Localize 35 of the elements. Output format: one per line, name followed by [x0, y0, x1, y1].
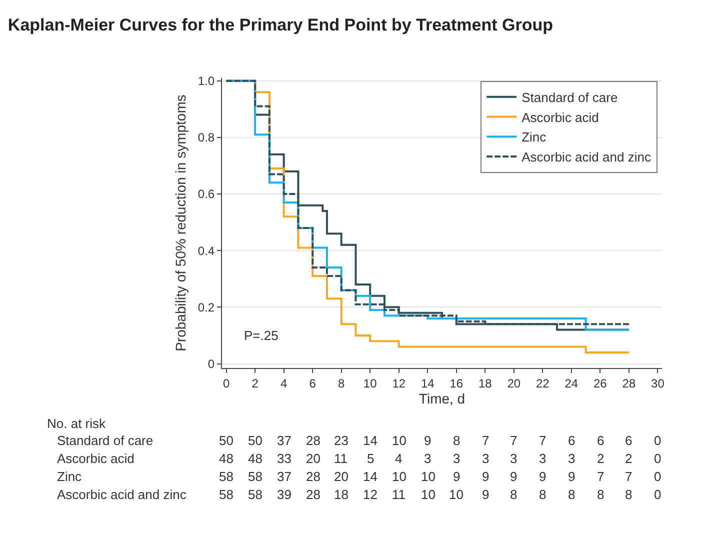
- x-tick-label: 4: [280, 376, 288, 390]
- legend-label: Ascorbic acid and zinc: [522, 150, 652, 165]
- legend-label: Ascorbic acid: [522, 110, 599, 125]
- text: Standard of care 50 50 37 28 23 14 10 9 8 7 7 7 6 6 6 0: [57, 433, 662, 448]
- x-tick-label: 8: [338, 376, 346, 390]
- text: Zinc 58 58 37 28 20 14 10 10 9 9 9 9 9 7 7 0: [57, 469, 662, 484]
- y-tick-label: 0.2: [198, 300, 215, 314]
- x-tick-label: 0: [222, 376, 230, 390]
- x-tick-label: 24: [564, 376, 578, 390]
- text: No. at risk: [47, 416, 106, 431]
- y-tick-label: 1.0: [198, 74, 215, 88]
- x-tick-label: 30: [651, 376, 665, 390]
- x-tick-label: 26: [593, 376, 608, 390]
- x-tick-label: 14: [420, 376, 435, 390]
- x-tick-label: 20: [507, 376, 521, 390]
- annotation: P=.25: [244, 328, 278, 343]
- x-tick-label: 22: [536, 376, 550, 390]
- x-tick-label: 28: [622, 376, 636, 390]
- x-tick-label: 6: [309, 376, 316, 390]
- x-axis-title: Time, d: [418, 390, 466, 407]
- y-tick-label: 0.4: [198, 244, 215, 258]
- legend-label: Standard of care: [522, 90, 618, 105]
- y-tick-label: 0.8: [198, 130, 215, 145]
- text: Ascorbic acid 48 48 33 20 11 5 4 3 3 3 3 3 3 2 2 0: [57, 451, 662, 466]
- text: Ascorbic acid and zinc 58 58 39 28 18 12 11 10 10 9 8 8 8 8 8 0: [57, 487, 662, 502]
- x-tick-label: 12: [392, 376, 406, 390]
- y-axis-title: Probability of 50% reduction in symptoms: [172, 94, 189, 352]
- x-tick-label: 10: [363, 376, 378, 390]
- y-tick-label: 0.6: [198, 187, 215, 202]
- y-tick-label: 0: [208, 356, 215, 371]
- x-tick-label: 16: [450, 376, 464, 390]
- chart-title: Kaplan-Meier Curves for the Primary End Point by Treatment Group: [8, 15, 553, 34]
- legend-label: Zinc: [522, 130, 547, 145]
- x-tick-label: 18: [478, 376, 492, 390]
- x-tick-label: 2: [252, 376, 259, 390]
